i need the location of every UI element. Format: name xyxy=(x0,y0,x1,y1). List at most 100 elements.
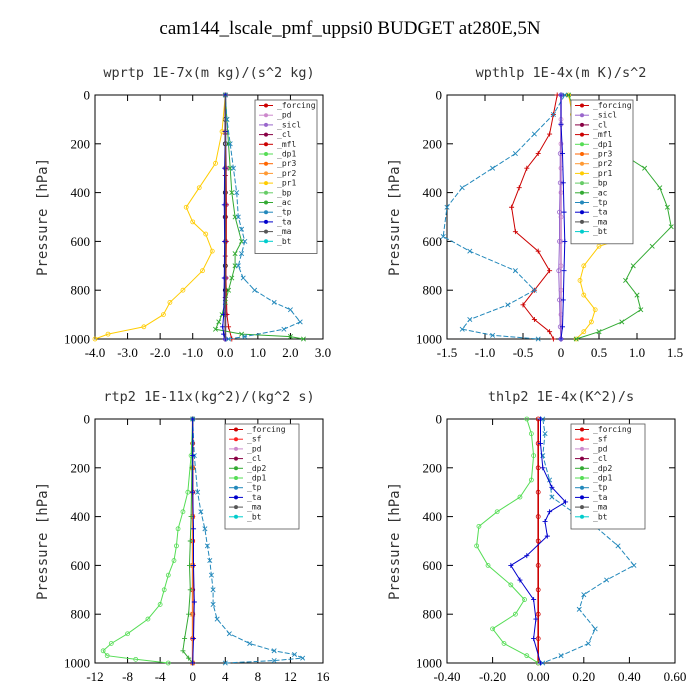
data-point xyxy=(474,543,480,549)
data-point xyxy=(100,648,106,654)
legend-marker xyxy=(264,171,268,176)
panel-title: thlp2 1E-4x(K^2)/s xyxy=(488,389,634,405)
legend-label: _cl xyxy=(277,130,292,139)
data-point xyxy=(615,543,621,549)
data-point xyxy=(235,214,241,220)
legend-label: _dp1 xyxy=(593,140,612,149)
legend-label: _pd xyxy=(247,444,262,453)
data-point xyxy=(212,326,219,332)
x-tick-label: -8 xyxy=(122,669,133,684)
data-point xyxy=(186,655,192,661)
x-tick-label: 0.40 xyxy=(618,669,641,684)
data-point xyxy=(509,204,515,210)
data-point xyxy=(191,599,197,605)
data-point xyxy=(550,112,556,118)
data-point xyxy=(528,431,534,437)
legend-marker xyxy=(580,505,584,510)
data-point xyxy=(535,611,541,617)
x-tick-label: -0.5 xyxy=(513,345,534,360)
y-tick-label: 400 xyxy=(71,185,91,200)
data-point xyxy=(180,509,186,515)
data-point xyxy=(141,324,147,330)
y-tick-label: 1000 xyxy=(64,656,90,671)
legend-marker xyxy=(264,122,268,127)
plot-frame xyxy=(94,418,324,664)
legend-marker xyxy=(580,476,584,480)
data-point xyxy=(592,307,598,313)
data-point xyxy=(220,324,226,330)
series-line xyxy=(94,94,226,340)
legend-marker xyxy=(580,103,584,108)
legend-marker xyxy=(264,132,268,137)
legend-marker xyxy=(234,466,238,471)
legend-label: _pr3 xyxy=(277,159,296,168)
data-point xyxy=(501,641,507,646)
y-tick-label: 600 xyxy=(423,558,443,573)
data-point xyxy=(596,243,602,249)
data-point xyxy=(560,324,566,330)
data-point xyxy=(508,582,514,588)
x-tick-label: 0 xyxy=(558,345,565,360)
data-point xyxy=(531,316,537,322)
legend-marker xyxy=(264,103,268,108)
series-line xyxy=(560,95,566,340)
data-point xyxy=(222,660,228,666)
data-point xyxy=(459,185,465,191)
legend-marker xyxy=(234,476,238,480)
data-point xyxy=(221,275,227,281)
data-point xyxy=(631,562,637,568)
series-group xyxy=(440,92,674,342)
legend-marker xyxy=(264,152,268,156)
data-point xyxy=(125,631,130,637)
y-tick-label: 200 xyxy=(423,460,443,475)
data-point xyxy=(561,268,567,274)
data-point xyxy=(547,329,553,335)
legend-marker xyxy=(234,446,238,451)
legend-marker xyxy=(234,437,238,442)
legend-marker xyxy=(264,190,268,195)
data-point xyxy=(566,92,572,98)
series-line xyxy=(102,418,194,664)
x-tick-label: 3.0 xyxy=(315,345,331,360)
data-point xyxy=(444,204,450,210)
legend-marker xyxy=(234,505,238,510)
legend-label: _bt xyxy=(277,237,292,246)
data-point xyxy=(561,209,567,215)
data-point xyxy=(547,131,553,137)
data-point xyxy=(604,577,610,583)
data-point xyxy=(214,616,220,622)
y-tick-label: 0 xyxy=(84,412,91,427)
y-tick-label: 0 xyxy=(84,88,91,103)
data-point xyxy=(300,336,306,342)
series-line xyxy=(542,418,635,664)
legend: _forcing_sf_pd_cl_dp2_dp1_tp_ta_ma_bt xyxy=(224,423,300,530)
y-axis-label: Pressure [hPa] xyxy=(387,158,403,276)
data-point xyxy=(191,526,197,532)
data-point xyxy=(187,538,193,544)
y-tick-label: 800 xyxy=(423,283,443,298)
data-point xyxy=(180,287,186,293)
data-point xyxy=(557,209,562,215)
data-point xyxy=(535,465,541,471)
data-point xyxy=(204,543,210,549)
data-point xyxy=(630,263,636,269)
data-point xyxy=(592,626,598,632)
panel-2: wpthlp 1E-4x(m K)/s^2 Pressure [hPa] 0 200 4… xyxy=(387,65,683,360)
legend: _forcing_pd_sicl_cl_mfl_dp1_pr3_pr2_pr1_… xyxy=(254,99,318,254)
data-point xyxy=(227,141,233,147)
data-point xyxy=(108,641,114,646)
data-point xyxy=(531,287,537,293)
legend-box xyxy=(224,423,300,530)
legend-marker xyxy=(234,456,238,461)
x-tick-label: 0.60 xyxy=(664,669,687,684)
legend: _forcing_sicl_cl_mfl_dp1_pr3_pr2_pr1_bp_… xyxy=(570,99,634,245)
legend-label: _ma xyxy=(277,227,292,236)
data-point xyxy=(175,526,181,532)
series-line xyxy=(511,94,558,340)
legend-marker xyxy=(264,229,268,234)
data-point xyxy=(183,204,189,210)
y-tick-label: 600 xyxy=(71,234,91,249)
data-point xyxy=(190,416,196,422)
legend-marker xyxy=(580,161,584,166)
data-point xyxy=(234,190,240,196)
